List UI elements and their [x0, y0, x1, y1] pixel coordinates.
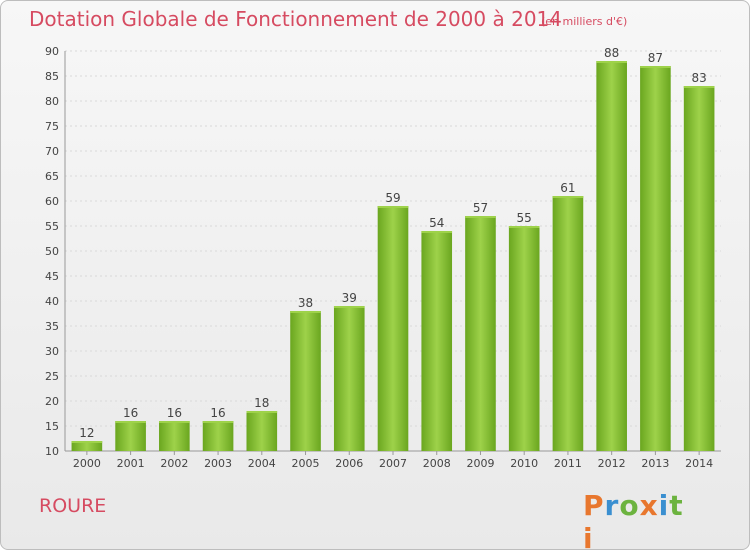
bar-cap	[683, 86, 715, 88]
bar-2014	[683, 86, 715, 451]
data-label: 61	[560, 181, 575, 195]
data-label: 55	[517, 211, 532, 225]
bar-2003	[202, 421, 234, 451]
data-label: 83	[691, 71, 706, 85]
bar-2002	[159, 421, 190, 451]
bar-cap	[202, 421, 234, 423]
y-tick-label: 20	[45, 395, 59, 408]
x-tick-label: 2002	[160, 457, 188, 470]
y-tick-label: 45	[45, 270, 59, 283]
x-tick-label: 2008	[423, 457, 451, 470]
x-tick-label: 2001	[117, 457, 145, 470]
bar-2009	[465, 216, 496, 451]
chart-title: Dotation Globale de Fonctionnement de 20…	[29, 7, 562, 31]
data-label: 16	[167, 406, 182, 420]
logo-letter: x	[639, 489, 659, 522]
data-label: 38	[298, 296, 313, 310]
bar-cap	[596, 61, 627, 63]
data-label: 18	[254, 396, 269, 410]
bar-cap	[290, 311, 321, 313]
data-label: 59	[385, 191, 400, 205]
y-tick-label: 50	[45, 245, 59, 258]
bar-cap	[246, 411, 278, 413]
bar-2000	[71, 441, 103, 451]
x-tick-label: 2005	[292, 457, 320, 470]
data-label: 87	[648, 51, 663, 65]
bar-cap	[333, 306, 365, 308]
y-tick-label: 40	[45, 295, 59, 308]
x-tick-label: 2004	[248, 457, 276, 470]
bar-cap	[71, 441, 103, 443]
bar-cap	[377, 206, 409, 208]
x-tick-label: 2006	[335, 457, 363, 470]
y-tick-label: 85	[45, 70, 59, 83]
chart-subtitle: (en milliers d'€)	[541, 15, 628, 28]
y-tick-label: 75	[45, 120, 59, 133]
logo-text: Proxiti	[583, 489, 693, 550]
x-tick-label: 2010	[510, 457, 538, 470]
logo-letter: r	[604, 489, 620, 522]
y-tick-labels: 10 15 20 25 30 35 40 45 50 55 60 65 70 75 80 85 90	[45, 45, 59, 458]
data-label: 39	[342, 291, 357, 305]
data-label: 54	[429, 216, 444, 230]
bar-2013	[640, 66, 671, 451]
data-label: 16	[123, 406, 138, 420]
y-tick-label: 35	[45, 320, 59, 333]
x-tick-label: 2013	[641, 457, 669, 470]
y-tick-label: 15	[45, 420, 59, 433]
bar-cap	[159, 421, 190, 423]
bar-2012	[596, 61, 627, 451]
logo-letter: P	[583, 489, 605, 522]
y-tick-label: 55	[45, 220, 59, 233]
logo-letter: i	[583, 522, 594, 550]
bar-cap	[640, 66, 671, 68]
logo-letter: i	[658, 489, 670, 522]
town-name: ROURE	[39, 495, 107, 517]
y-tick-label: 70	[45, 145, 59, 158]
bar-2007	[377, 206, 409, 451]
x-tick-label: 2003	[204, 457, 232, 470]
y-tick-label: 10	[45, 445, 59, 458]
y-tick-label: 90	[45, 45, 59, 58]
y-tick-label: 60	[45, 195, 59, 208]
bar-2006	[333, 306, 365, 451]
x-tick-label: 2007	[379, 457, 407, 470]
y-tick-label: 25	[45, 370, 59, 383]
x-tick-label: 2000	[73, 457, 101, 470]
x-tick-labels: 2000 2001 2002 2003 2004 2005 2006 2007 2008 2009…	[73, 451, 713, 470]
bar-2011	[552, 196, 584, 451]
x-tick-label: 2012	[598, 457, 626, 470]
y-tick-label: 30	[45, 345, 59, 358]
bar-cap	[115, 421, 146, 423]
bar-2001	[115, 421, 146, 451]
proxiti-logo[interactable]: Proxiti	[583, 489, 693, 549]
y-tick-label: 65	[45, 170, 59, 183]
bar-2005	[290, 311, 321, 451]
data-label: 88	[604, 46, 619, 60]
bar-cap	[508, 226, 540, 228]
bar-cap	[552, 196, 584, 198]
x-tick-label: 2011	[554, 457, 582, 470]
bar-2004	[246, 411, 278, 451]
x-tick-label: 2014	[685, 457, 713, 470]
logo-letter: t	[669, 489, 684, 522]
y-tick-label: 80	[45, 95, 59, 108]
bar-cap	[421, 231, 453, 233]
data-label: 12	[79, 426, 94, 440]
x-tick-label: 2009	[466, 457, 494, 470]
bar-cap	[465, 216, 496, 218]
bar-2008	[421, 231, 453, 451]
bar-2010	[508, 226, 540, 451]
bars	[71, 61, 715, 451]
data-label: 16	[210, 406, 225, 420]
data-label: 57	[473, 201, 488, 215]
data-labels: 12 16 16 16 18 38 39 59 54 57 55 61 88 87 83	[79, 46, 707, 440]
logo-letter: o	[619, 489, 640, 522]
